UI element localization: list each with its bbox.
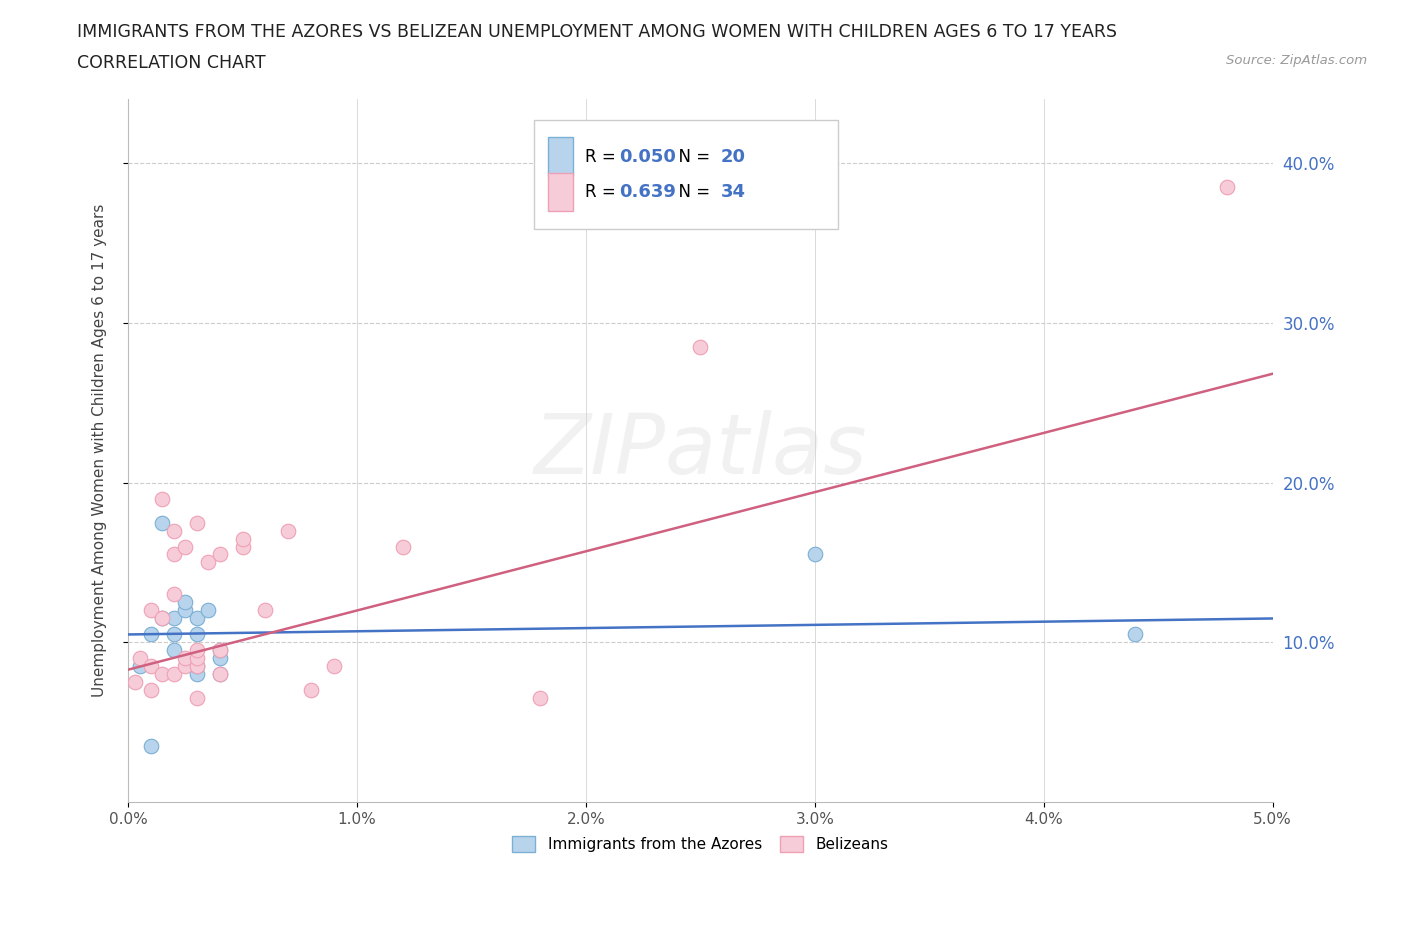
Point: [1123, 627, 1146, 642]
Point: [152, 611, 174, 626]
Point: [174, 651, 197, 666]
Point: [163, 547, 186, 562]
Text: 34: 34: [721, 183, 747, 201]
Point: [299, 683, 322, 698]
Point: [174, 659, 197, 674]
Point: [186, 611, 208, 626]
Point: [391, 539, 413, 554]
Point: [152, 611, 174, 626]
Point: [163, 523, 186, 538]
Text: N =: N =: [668, 183, 716, 201]
Point: [163, 667, 186, 682]
Point: [197, 603, 219, 618]
Point: [163, 611, 186, 626]
Point: [139, 739, 162, 754]
Text: Source: ZipAtlas.com: Source: ZipAtlas.com: [1226, 54, 1367, 67]
Text: 0.050: 0.050: [619, 148, 676, 166]
Point: [186, 659, 208, 674]
Point: [186, 691, 208, 706]
Point: [254, 603, 277, 618]
Point: [277, 523, 299, 538]
Text: ZIPatlas: ZIPatlas: [533, 410, 868, 491]
Point: [689, 339, 711, 354]
FancyBboxPatch shape: [548, 138, 574, 176]
Point: [208, 667, 231, 682]
Point: [208, 651, 231, 666]
Point: [186, 651, 208, 666]
Point: [152, 515, 174, 530]
Point: [208, 643, 231, 658]
Legend: Immigrants from the Azores, Belizeans: Immigrants from the Azores, Belizeans: [506, 830, 894, 858]
Point: [208, 643, 231, 658]
Point: [804, 547, 827, 562]
FancyBboxPatch shape: [534, 120, 838, 229]
Point: [186, 515, 208, 530]
Text: N =: N =: [668, 148, 716, 166]
Point: [186, 659, 208, 674]
Point: [208, 547, 231, 562]
Point: [139, 659, 162, 674]
Point: [163, 627, 186, 642]
Point: [124, 675, 146, 690]
Point: [323, 659, 346, 674]
Point: [232, 531, 254, 546]
Point: [139, 603, 162, 618]
Point: [163, 643, 186, 658]
Point: [139, 683, 162, 698]
Text: R =: R =: [585, 148, 621, 166]
Text: CORRELATION CHART: CORRELATION CHART: [77, 54, 266, 72]
Point: [163, 587, 186, 602]
Text: IMMIGRANTS FROM THE AZORES VS BELIZEAN UNEMPLOYMENT AMONG WOMEN WITH CHILDREN AG: IMMIGRANTS FROM THE AZORES VS BELIZEAN U…: [77, 23, 1118, 41]
Point: [186, 667, 208, 682]
Point: [186, 627, 208, 642]
Point: [174, 539, 197, 554]
Y-axis label: Unemployment Among Women with Children Ages 6 to 17 years: Unemployment Among Women with Children A…: [93, 204, 107, 698]
Text: 0.639: 0.639: [619, 183, 676, 201]
Point: [139, 627, 162, 642]
Point: [186, 643, 208, 658]
Point: [197, 555, 219, 570]
Point: [232, 539, 254, 554]
Point: [152, 667, 174, 682]
Text: 20: 20: [721, 148, 747, 166]
Point: [529, 691, 551, 706]
Point: [208, 667, 231, 682]
Point: [128, 659, 150, 674]
FancyBboxPatch shape: [548, 173, 574, 211]
Point: [174, 595, 197, 610]
Text: R =: R =: [585, 183, 621, 201]
Point: [1216, 179, 1239, 194]
Point: [152, 491, 174, 506]
Point: [128, 651, 150, 666]
Point: [174, 603, 197, 618]
